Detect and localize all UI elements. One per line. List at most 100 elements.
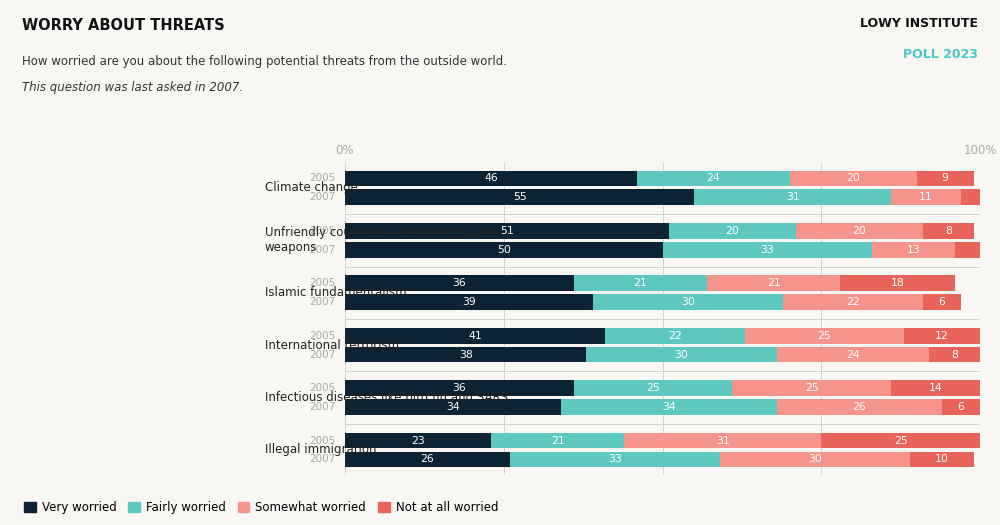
Text: 38: 38 xyxy=(459,350,473,360)
Bar xyxy=(777,399,942,415)
Bar xyxy=(605,328,745,343)
Bar xyxy=(345,223,669,239)
Bar xyxy=(574,380,732,396)
Text: 22: 22 xyxy=(846,297,860,307)
Bar xyxy=(910,452,974,467)
Text: 24: 24 xyxy=(706,173,720,183)
Text: 2007: 2007 xyxy=(309,350,335,360)
Text: 30: 30 xyxy=(808,455,822,465)
Text: 23: 23 xyxy=(411,436,425,446)
Text: 51: 51 xyxy=(500,226,514,236)
Text: 6: 6 xyxy=(958,402,964,412)
Text: 2007: 2007 xyxy=(309,192,335,202)
Bar xyxy=(777,346,929,362)
Bar xyxy=(574,276,707,291)
Text: 30: 30 xyxy=(681,297,695,307)
Bar xyxy=(561,399,777,415)
Text: 2005: 2005 xyxy=(309,331,335,341)
Bar xyxy=(720,452,910,467)
Bar xyxy=(732,380,891,396)
Text: 34: 34 xyxy=(662,402,676,412)
Text: 10: 10 xyxy=(935,455,949,465)
Text: 34: 34 xyxy=(446,402,460,412)
Text: 33: 33 xyxy=(760,245,774,255)
Text: 25: 25 xyxy=(805,383,819,393)
Bar xyxy=(840,276,955,291)
Text: 36: 36 xyxy=(452,278,466,288)
Bar xyxy=(345,328,605,343)
Bar xyxy=(923,295,961,310)
Text: 9: 9 xyxy=(942,173,949,183)
Bar xyxy=(821,433,980,448)
Text: How worried are you about the following potential threats from the outside world: How worried are you about the following … xyxy=(22,55,507,68)
Bar xyxy=(345,452,510,467)
Text: POLL 2023: POLL 2023 xyxy=(903,48,978,61)
Bar xyxy=(707,276,840,291)
Text: 8: 8 xyxy=(951,350,958,360)
Bar xyxy=(345,346,586,362)
Text: 12: 12 xyxy=(935,331,949,341)
Text: 13: 13 xyxy=(906,245,920,255)
Bar xyxy=(491,433,624,448)
Text: 20: 20 xyxy=(725,226,739,236)
Bar xyxy=(694,190,891,205)
Text: 21: 21 xyxy=(551,436,565,446)
Text: 25: 25 xyxy=(646,383,660,393)
Text: Infectious diseases like bird flu and SARS: Infectious diseases like bird flu and SA… xyxy=(265,391,508,404)
Text: 8: 8 xyxy=(945,226,952,236)
Text: 14: 14 xyxy=(929,383,942,393)
Bar xyxy=(345,190,694,205)
Bar xyxy=(942,399,980,415)
Bar xyxy=(929,346,980,362)
Bar xyxy=(961,190,980,205)
Text: LOWY INSTITUTE: LOWY INSTITUTE xyxy=(860,17,978,30)
Text: 20: 20 xyxy=(846,173,860,183)
Bar xyxy=(904,328,980,343)
Text: 39: 39 xyxy=(462,297,476,307)
Text: Illegal immigration: Illegal immigration xyxy=(265,444,376,456)
Bar xyxy=(345,242,662,258)
Text: WORRY ABOUT THREATS: WORRY ABOUT THREATS xyxy=(22,18,225,34)
Text: 46: 46 xyxy=(484,173,498,183)
Bar xyxy=(891,190,961,205)
Bar xyxy=(345,380,574,396)
Text: 26: 26 xyxy=(852,402,866,412)
Text: 55: 55 xyxy=(513,192,526,202)
Bar xyxy=(586,346,777,362)
Text: 41: 41 xyxy=(468,331,482,341)
Text: 50: 50 xyxy=(497,245,511,255)
Text: 30: 30 xyxy=(675,350,688,360)
Bar xyxy=(345,399,561,415)
Text: 6: 6 xyxy=(938,297,945,307)
Bar xyxy=(345,276,574,291)
Text: 20: 20 xyxy=(852,226,866,236)
Text: 25: 25 xyxy=(894,436,908,446)
Text: 2007: 2007 xyxy=(309,245,335,255)
Bar xyxy=(891,380,980,396)
Bar xyxy=(872,242,955,258)
Text: 2007: 2007 xyxy=(309,297,335,307)
Text: 2005: 2005 xyxy=(309,436,335,446)
Text: 36: 36 xyxy=(452,383,466,393)
Text: 25: 25 xyxy=(818,331,831,341)
Bar xyxy=(916,171,974,186)
Bar xyxy=(923,223,974,239)
Bar xyxy=(662,242,872,258)
Text: 31: 31 xyxy=(786,192,800,202)
Bar xyxy=(783,295,923,310)
Text: 2007: 2007 xyxy=(309,455,335,465)
Bar xyxy=(345,171,637,186)
Bar xyxy=(955,242,980,258)
Text: 18: 18 xyxy=(891,278,904,288)
Text: 11: 11 xyxy=(919,192,933,202)
Text: International terrorism: International terrorism xyxy=(265,339,399,352)
Bar xyxy=(790,171,916,186)
Text: This question was last asked in 2007.: This question was last asked in 2007. xyxy=(22,81,243,94)
Text: 21: 21 xyxy=(767,278,780,288)
Text: 31: 31 xyxy=(716,436,730,446)
Bar xyxy=(345,433,491,448)
Text: 2005: 2005 xyxy=(309,383,335,393)
Legend: Very worried, Fairly worried, Somewhat worried, Not at all worried: Very worried, Fairly worried, Somewhat w… xyxy=(24,501,498,514)
Bar xyxy=(796,223,923,239)
Text: 2005: 2005 xyxy=(309,226,335,236)
